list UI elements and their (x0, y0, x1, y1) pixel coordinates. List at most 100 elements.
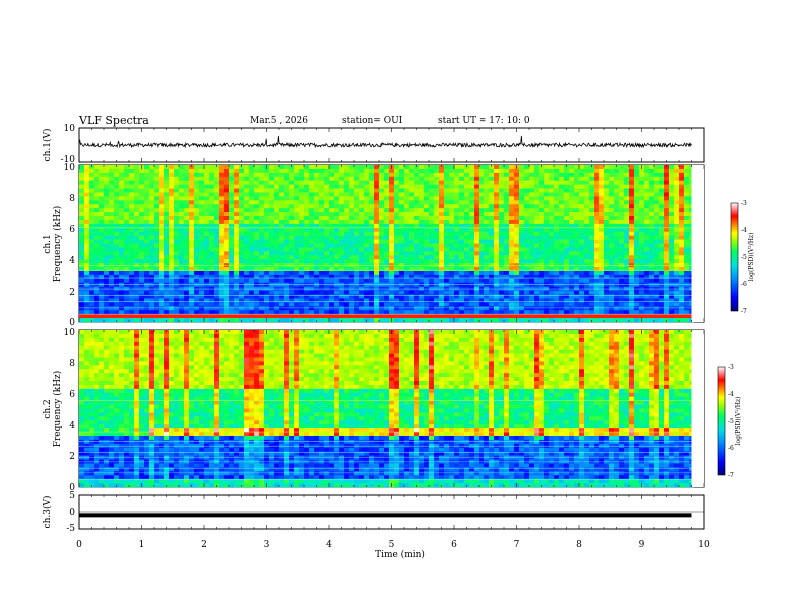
spectrogram-cell (619, 274, 625, 280)
spectrogram-cell (574, 196, 580, 201)
spectrogram-cell (144, 204, 150, 209)
spectrogram-cell (429, 239, 435, 244)
spectrogram-cell (669, 255, 675, 260)
spectrogram-cell (164, 184, 170, 189)
spectrogram-cell (499, 223, 505, 229)
spectrogram-cell (99, 251, 105, 256)
spectrogram-cell (244, 298, 250, 303)
spectrogram-cell (284, 259, 290, 264)
spectrogram-cell (99, 208, 105, 213)
spectrogram-cell (119, 318, 125, 323)
spectrogram-cell (539, 168, 545, 174)
spectrogram-cell (524, 282, 530, 287)
spectrogram-cell (269, 212, 275, 217)
spectrogram-cell (584, 212, 590, 217)
spectrogram-cell (124, 259, 130, 264)
spectrogram-cell (504, 251, 510, 256)
spectrogram-cell (584, 216, 590, 221)
spectrogram-cell (449, 223, 455, 229)
spectrogram-cell (154, 168, 160, 174)
spectrogram-cell (519, 212, 525, 217)
spectrogram-cell (634, 200, 640, 205)
spectrogram-cell (644, 259, 650, 264)
spectrogram-cell (194, 235, 200, 240)
spectrogram-cell (179, 216, 185, 221)
spectrogram-cell (439, 255, 445, 260)
spectrogram-cell (304, 223, 310, 229)
spectrogram-cell (294, 204, 300, 209)
spectrogram-cell (599, 216, 605, 221)
spectrogram-cell (684, 165, 690, 170)
spectrogram-cell (234, 294, 240, 299)
spectrogram-cell (174, 172, 180, 178)
spectrogram-cell (469, 290, 475, 295)
spectrogram-cell (599, 184, 605, 189)
spectrogram-cell (99, 227, 105, 233)
spectrogram-cell (79, 180, 85, 185)
spectrogram-cell (119, 270, 125, 276)
spectrogram-cell (314, 223, 320, 229)
spectrogram-cell (469, 216, 475, 221)
spectrogram-cell (499, 235, 505, 240)
spectrogram-cell (79, 278, 85, 284)
spectrogram-cell (94, 239, 100, 244)
spectrogram-cell (484, 239, 490, 244)
spectrogram-cell (239, 243, 245, 248)
spectrogram-cell (384, 223, 390, 229)
spectrogram-cell (514, 302, 520, 307)
spectrogram-cell (409, 184, 415, 189)
spectrogram-cell (134, 212, 140, 217)
spectrogram-cell (519, 239, 525, 244)
spectrogram-cell (124, 180, 130, 185)
spectrogram-cell (249, 200, 255, 205)
spectrogram-cell (639, 176, 645, 181)
spectrogram-cell (314, 172, 320, 178)
spectrogram-cell (479, 294, 485, 299)
spectrogram-cell (514, 176, 520, 181)
spectrogram-cell (399, 306, 405, 311)
spectrogram-cell (604, 204, 610, 209)
spectrogram-cell (559, 219, 565, 225)
spectrogram-cell (114, 235, 120, 240)
spectrogram-cell (619, 212, 625, 217)
spectrogram-cell (259, 216, 265, 221)
spectrogram-cell (154, 294, 160, 299)
spectrogram-cell (419, 172, 425, 178)
spectrogram-cell (469, 318, 475, 323)
spectrogram-cell (369, 208, 375, 213)
spectrogram-cell (364, 176, 370, 181)
spectrogram-cell (114, 212, 120, 217)
spectrogram-cell (189, 188, 195, 193)
spectrogram-cell (454, 282, 460, 287)
spectrogram-cell (409, 227, 415, 233)
spectrogram-cell (114, 282, 120, 287)
spectrogram-cell (644, 176, 650, 181)
spectrogram-cell (494, 239, 500, 244)
spectrogram-cell (679, 219, 685, 225)
spectrogram-cell (564, 255, 570, 260)
spectrogram-cell (664, 278, 670, 284)
spectrogram-cell (129, 318, 135, 323)
spectrogram-cell (329, 294, 335, 299)
spectrogram-cell (199, 247, 205, 252)
spectrogram-cell (589, 243, 595, 248)
spectrogram-cell (569, 200, 575, 205)
spectrogram-cell (334, 196, 340, 201)
spectrogram-cell (159, 172, 165, 178)
spectrogram-cell (204, 200, 210, 205)
spectrogram-cell (629, 200, 635, 205)
spectrogram-cell (634, 212, 640, 217)
spectrogram-cell (114, 239, 120, 244)
spectrogram-cell (389, 168, 395, 174)
spectrogram-cell (139, 200, 145, 205)
spectrogram-cell (529, 298, 535, 303)
spectrogram-cell (464, 165, 470, 170)
spectrogram-cell (454, 176, 460, 181)
spectrogram-cell (299, 176, 305, 181)
spectrogram-cell (634, 314, 640, 319)
spectrogram-cell (374, 270, 380, 276)
spectrogram-cell (654, 168, 660, 174)
spectrogram-cell (519, 204, 525, 209)
spectrogram-cell (319, 314, 325, 319)
spectrogram-cell (419, 208, 425, 213)
